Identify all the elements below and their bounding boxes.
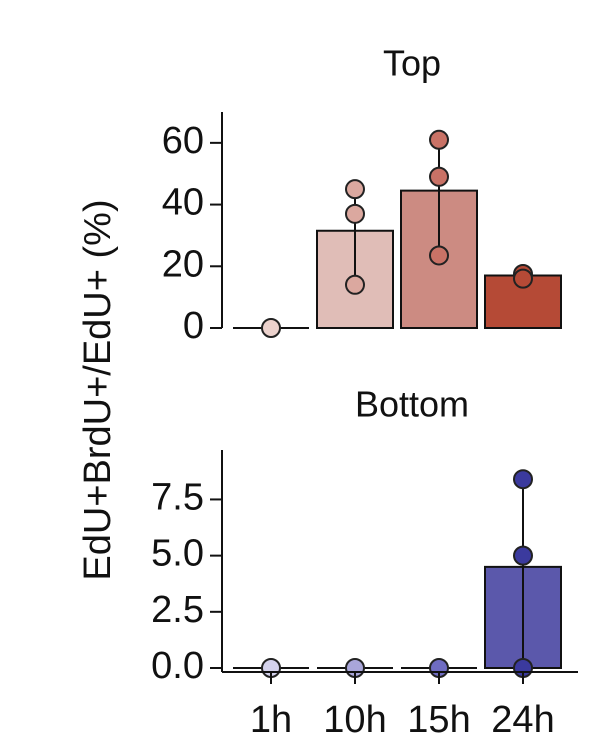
y-tick-label: 40 (162, 182, 204, 224)
data-point (345, 203, 365, 224)
y-tick-label: 0 (183, 305, 204, 347)
x-tick-label: 10h (323, 699, 386, 741)
data-point (429, 245, 449, 266)
x-tick-label: 15h (407, 699, 470, 741)
panel-title: Bottom (355, 384, 469, 425)
y-tick-label: 60 (162, 120, 204, 162)
y-tick-label: 0.0 (151, 645, 204, 687)
data-point (513, 545, 533, 566)
data-point (513, 268, 533, 289)
data-point (429, 166, 449, 187)
panel-title: Top (383, 43, 441, 84)
y-tick-label: 20 (162, 243, 204, 285)
y-axis-label: EdU+BrdU+/EdU+ (%) (77, 199, 119, 580)
x-tick-label: 24h (491, 699, 554, 741)
data-point (429, 129, 449, 150)
y-tick-label: 5.0 (151, 533, 204, 575)
data-point (261, 318, 281, 338)
data-point (513, 469, 533, 490)
y-tick-label: 7.5 (151, 476, 204, 518)
data-point (345, 274, 365, 295)
bar (484, 274, 562, 329)
data-point (345, 179, 365, 200)
x-tick-label: 1h (250, 699, 292, 741)
y-tick-label: 2.5 (151, 589, 204, 631)
